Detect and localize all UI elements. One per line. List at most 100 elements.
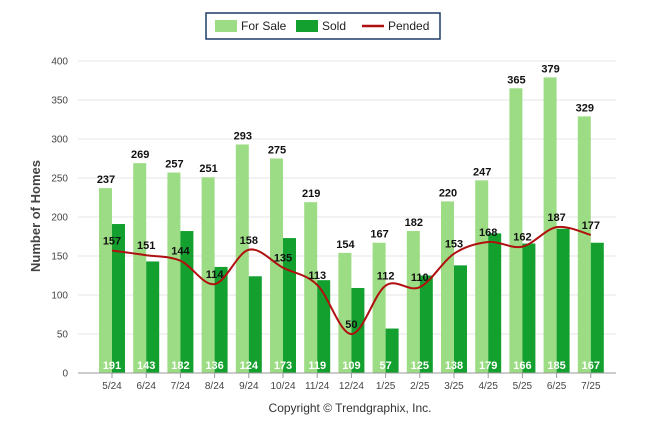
- sold-bar: [419, 275, 433, 373]
- legend: For Sale Sold Pended: [205, 12, 441, 40]
- pended-value-label: 177: [582, 220, 600, 232]
- for-sale-bar: [270, 158, 283, 373]
- for-sale-value-label: 251: [199, 163, 217, 175]
- y-tick-label: 150: [51, 252, 68, 263]
- sold-value-label: 166: [513, 360, 531, 372]
- legend-label-pended: Pended: [388, 19, 429, 33]
- sold-bar: [317, 280, 331, 373]
- sold-value-label: 125: [411, 360, 429, 372]
- for-sale-value-label: 247: [473, 166, 491, 178]
- y-tick-label: 400: [51, 57, 68, 68]
- sold-bar: [385, 328, 399, 373]
- x-tick-label: 6/24: [136, 381, 156, 392]
- for-sale-bar: [338, 252, 352, 373]
- for-sale-bar: [133, 163, 147, 373]
- pended-value-label: 168: [479, 227, 497, 239]
- pended-value-label: 114: [206, 269, 225, 281]
- pended-value-label: 50: [345, 319, 357, 331]
- sold-bar: [146, 261, 160, 373]
- x-tick-label: 9/24: [239, 381, 259, 392]
- y-tick-label: 350: [51, 96, 68, 107]
- for-sale-value-label: 154: [336, 239, 355, 251]
- sold-value-label: 173: [274, 360, 292, 372]
- for-sale-bar: [475, 180, 489, 373]
- pended-value-label: 153: [445, 239, 463, 251]
- for-sale-bar: [235, 144, 249, 373]
- for-sale-value-label: 167: [370, 229, 388, 241]
- sold-value-label: 179: [479, 360, 497, 372]
- pended-value-label: 162: [513, 232, 531, 244]
- sold-value-label: 124: [240, 360, 259, 372]
- copyright-text: Copyright © Trendgraphix, Inc.: [269, 401, 432, 415]
- for-sale-value-label: 237: [97, 174, 115, 186]
- pended-value-label: 135: [274, 253, 292, 265]
- y-tick-label: 200: [51, 213, 68, 224]
- x-tick-label: 10/24: [270, 381, 295, 392]
- pended-value-label: 151: [137, 240, 155, 252]
- x-tick-label: 5/24: [102, 381, 122, 392]
- y-tick-label: 250: [51, 174, 68, 185]
- sold-bar: [248, 276, 262, 373]
- x-tick-label: 7/24: [171, 381, 191, 392]
- for-sale-value-label: 257: [165, 159, 183, 171]
- for-sale-bar: [201, 177, 215, 373]
- legend-box: [205, 12, 441, 40]
- for-sale-bar: [406, 231, 420, 373]
- pended-value-label: 144: [171, 246, 190, 258]
- for-sale-bar: [304, 202, 318, 373]
- sold-value-label: 185: [547, 360, 565, 372]
- sold-value-label: 143: [137, 360, 155, 372]
- x-tick-label: 3/25: [444, 381, 464, 392]
- for-sale-bar: [577, 116, 591, 373]
- pended-value-label: 110: [411, 272, 429, 284]
- x-tick-label: 5/25: [513, 381, 533, 392]
- for-sale-value-label: 379: [541, 63, 559, 75]
- sold-value-label: 119: [308, 360, 326, 372]
- for-sale-value-label: 365: [507, 74, 525, 86]
- for-sale-value-label: 329: [576, 102, 594, 114]
- sold-bar: [454, 265, 467, 373]
- for-sale-value-label: 269: [131, 149, 149, 161]
- x-tick-label: 8/24: [205, 381, 225, 392]
- x-tick-label: 6/25: [547, 381, 567, 392]
- sold-value-label: 182: [171, 360, 189, 372]
- sold-value-label: 167: [582, 360, 600, 372]
- for-sale-bar: [372, 242, 386, 373]
- sold-value-label: 136: [205, 360, 223, 372]
- pended-line-group: [111, 225, 592, 336]
- x-tick-label: 12/24: [339, 381, 364, 392]
- axes: 0 50 100 150 200 250 300 350 400 5/24 6/24 7/24 8/24…: [51, 57, 616, 392]
- data-labels: 237 191 269 143 257 182 251 136 293 124 275 173 219 1…: [97, 63, 600, 372]
- legend-swatch-for-sale: [215, 20, 237, 32]
- legend-label-for-sale: For Sale: [241, 19, 287, 33]
- x-tick-label: 11/24: [305, 381, 330, 392]
- legend-label-sold: Sold: [322, 19, 346, 33]
- sold-bar: [522, 243, 536, 373]
- pended-value-label: 157: [103, 236, 121, 248]
- x-tick-label: 7/25: [581, 381, 601, 392]
- sold-bar: [488, 233, 502, 373]
- y-tick-label: 300: [51, 135, 68, 146]
- for-sale-value-label: 182: [405, 217, 423, 229]
- sold-bar: [556, 228, 570, 373]
- pended-value-label: 113: [308, 270, 326, 282]
- for-sale-value-label: 220: [439, 187, 457, 199]
- sold-bar: [214, 266, 228, 373]
- pended-value-label: 158: [240, 235, 258, 247]
- y-tick-label: 100: [51, 291, 68, 302]
- x-tick-label: 2/25: [410, 381, 430, 392]
- bars: [99, 77, 604, 374]
- sold-bar: [112, 224, 125, 373]
- sold-value-label: 138: [445, 360, 463, 372]
- pended-value-label: 112: [377, 271, 395, 283]
- y-tick-label: 50: [57, 330, 69, 341]
- x-tick-label: 1/25: [376, 381, 396, 392]
- sold-value-label: 191: [103, 360, 121, 372]
- for-sale-value-label: 275: [268, 145, 286, 157]
- sold-value-label: 109: [342, 360, 360, 372]
- y-tick-label: 0: [62, 369, 68, 380]
- sold-bar: [590, 242, 604, 373]
- pended-value-label: 187: [547, 212, 565, 224]
